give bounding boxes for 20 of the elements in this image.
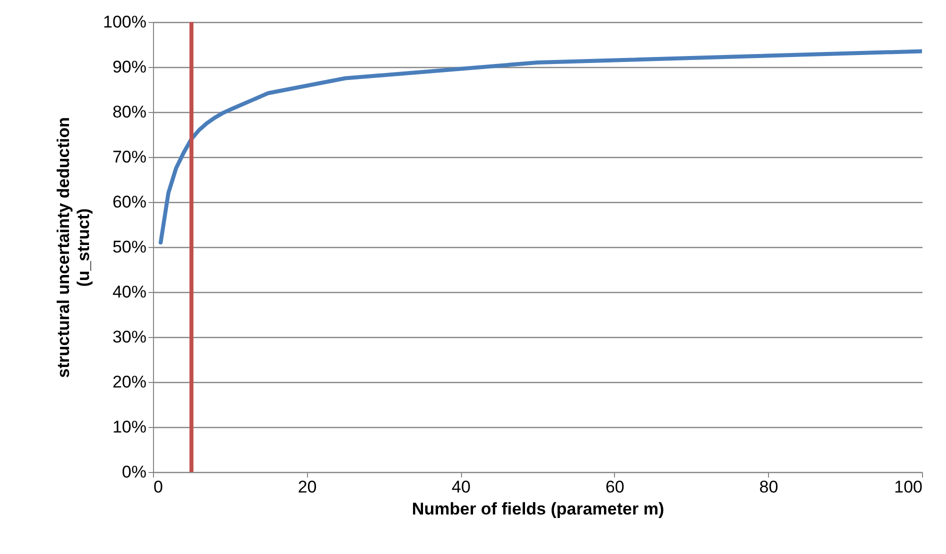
x-tick-label: 60: [605, 478, 624, 496]
y-tick-label: 0%: [122, 462, 146, 482]
x-tick-label: 40: [452, 478, 471, 496]
x-tick-label: 20: [298, 478, 317, 496]
x-tick-label: 100: [894, 478, 922, 496]
x-axis-title: Number of fields (parameter m): [412, 500, 664, 518]
y-tick-label: 100%: [103, 12, 146, 32]
line-series: [158, 49, 922, 244]
x-tick-label: 80: [759, 478, 778, 496]
y-tick-label: 80%: [112, 102, 146, 122]
y-tick-label: 10%: [112, 418, 146, 436]
y-tick-label: 40%: [112, 282, 146, 302]
x-tick-label: 0: [154, 478, 163, 496]
y-tick-label: 60%: [112, 192, 146, 212]
y-axis-title: structural uncertainty deduction (u_struct): [54, 117, 94, 378]
y-tick-label: 30%: [112, 328, 146, 346]
y-tick-label: 70%: [112, 148, 146, 166]
y-tick-label: 50%: [112, 238, 146, 256]
y-tick-label: 20%: [112, 372, 146, 392]
y-tick-label: 90%: [112, 58, 146, 76]
